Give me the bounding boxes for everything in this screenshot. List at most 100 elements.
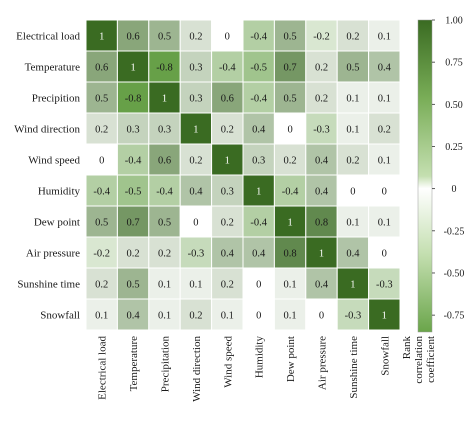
row-label: Wind direction	[14, 124, 80, 136]
cell-value-label: 0	[256, 311, 261, 322]
column-label: Humidity	[254, 336, 266, 379]
heatmap-cell	[148, 81, 181, 114]
cell-value-label: 0	[382, 187, 387, 198]
cell-value-label: 1	[225, 156, 230, 167]
cell-value-label: 0.1	[346, 94, 359, 105]
cell-value-label: -0.3	[376, 280, 393, 291]
colorbar	[417, 19, 433, 333]
cell-value-label: -0.8	[125, 94, 142, 105]
heatmap-cell	[85, 298, 118, 331]
colorbar-tick-label: 1.00	[445, 16, 463, 27]
cell-value-label: 0.3	[252, 156, 265, 167]
heatmap-cell	[305, 143, 338, 176]
heatmap-cell	[211, 236, 244, 269]
cell-value-label: 0.2	[284, 156, 297, 167]
heatmap-cell	[211, 298, 244, 331]
cell-value-label: 0.1	[221, 311, 234, 322]
cell-value-label: -0.8	[156, 63, 173, 74]
row-label: Air pressure	[26, 248, 80, 260]
cell-value-label: -0.4	[93, 187, 110, 198]
cell-value-label: 0.1	[158, 311, 171, 322]
heatmap-cell	[179, 205, 213, 238]
heatmap-cell	[116, 19, 150, 52]
cell-value-label: 0.1	[158, 280, 171, 291]
heatmap-cell	[211, 267, 244, 300]
column-label: Wind direction	[191, 336, 203, 402]
colorbar-tick-label: 0	[452, 184, 457, 195]
cell-value-label: 0.1	[378, 218, 391, 229]
column-label: Electrical load	[97, 336, 109, 400]
cell-value-label: 1	[162, 94, 167, 105]
cell-value-label: -0.4	[250, 94, 267, 105]
heatmap-cell	[368, 267, 401, 300]
heatmap-cell	[368, 50, 401, 83]
heatmap-cell	[305, 298, 338, 331]
cell-value-label: 0.4	[252, 249, 266, 260]
cell-value-label: -0.3	[188, 249, 205, 260]
heatmap-cell	[336, 50, 370, 83]
heatmap-cell	[211, 143, 244, 176]
cell-value-label: 0.2	[189, 32, 202, 43]
cell-value-label: 0	[225, 32, 230, 43]
heatmap-cell	[179, 236, 213, 269]
cell-value-label: -0.4	[250, 218, 267, 229]
heatmap-cell	[273, 298, 307, 331]
heatmap-cell	[242, 143, 275, 176]
heatmap-cell	[179, 298, 213, 331]
row-label: Snowfall	[40, 310, 80, 322]
heatmap-cells: 1 0.6 0.5 0.2 0 -0.4 0.5 -0.2 0.2 0.1 0.6 1 -0.8 0.3 -…	[85, 19, 401, 331]
cell-value-label: 0.2	[95, 280, 108, 291]
cell-value-label: 1	[382, 311, 387, 322]
cell-value-label: 0	[256, 280, 261, 291]
row-label: Temperature	[25, 62, 81, 74]
cell-value-label: 0.4	[315, 280, 329, 291]
row-labels: Electrical load Temperature Precipition Win…	[14, 31, 80, 322]
cell-value-label: 0.2	[95, 125, 108, 136]
cell-value-label: 0.3	[221, 187, 234, 198]
column-label: Dew point	[285, 336, 297, 382]
cell-value-label: 0.1	[189, 280, 202, 291]
cell-value-label: 0.4	[221, 249, 235, 260]
heatmap-cell	[211, 174, 244, 207]
colorbar-label: Rank correlation coefficient	[401, 336, 437, 384]
heatmap-cell	[116, 81, 150, 114]
cell-value-label: 0.1	[284, 311, 297, 322]
cell-value-label: 0.4	[252, 125, 266, 136]
heatmap-cell	[273, 112, 307, 145]
colorbar-tick-label: -0.25	[444, 226, 465, 237]
cell-value-label: 0.5	[158, 32, 171, 43]
cell-value-label: 0.2	[221, 218, 234, 229]
heatmap-cell	[116, 298, 150, 331]
heatmap-cell	[242, 19, 275, 52]
heatmap-cell	[85, 112, 118, 145]
colorbar-tick-label: -0.50	[444, 268, 465, 279]
heatmap-cell	[116, 236, 150, 269]
cell-value-label: 0.5	[284, 94, 297, 105]
column-label: Wind speed	[222, 336, 234, 388]
row-label: Wind speed	[28, 155, 80, 167]
cell-value-label: 0.4	[315, 156, 329, 167]
column-label: Snowfall	[379, 336, 391, 376]
cell-value-label: 0.1	[378, 156, 391, 167]
heatmap-cell	[116, 50, 150, 83]
cell-value-label: 0.6	[95, 63, 108, 74]
cell-value-label: 0.1	[346, 125, 359, 136]
cell-value-label: 1	[350, 280, 355, 291]
cell-value-label: 0.2	[221, 280, 234, 291]
heatmap-cell	[273, 205, 307, 238]
cell-value-label: 0.4	[346, 249, 360, 260]
cell-value-label: 0.2	[158, 249, 171, 260]
row-label: Dew point	[34, 217, 80, 229]
cell-value-label: -0.4	[282, 187, 299, 198]
cell-value-label: 0.5	[158, 218, 171, 229]
cell-value-label: 0	[382, 249, 387, 260]
cell-value-label: -0.4	[219, 63, 236, 74]
heatmap-cell	[368, 236, 401, 269]
colorbar-label-line: Rank	[401, 336, 413, 360]
heatmap-cell	[242, 112, 275, 145]
heatmap-cell	[85, 19, 118, 52]
heatmap-cell	[305, 236, 338, 269]
heatmap-cell	[242, 236, 275, 269]
column-labels: Electrical load Temperature Precipitation W…	[97, 336, 392, 402]
heatmap-cell	[273, 50, 307, 83]
